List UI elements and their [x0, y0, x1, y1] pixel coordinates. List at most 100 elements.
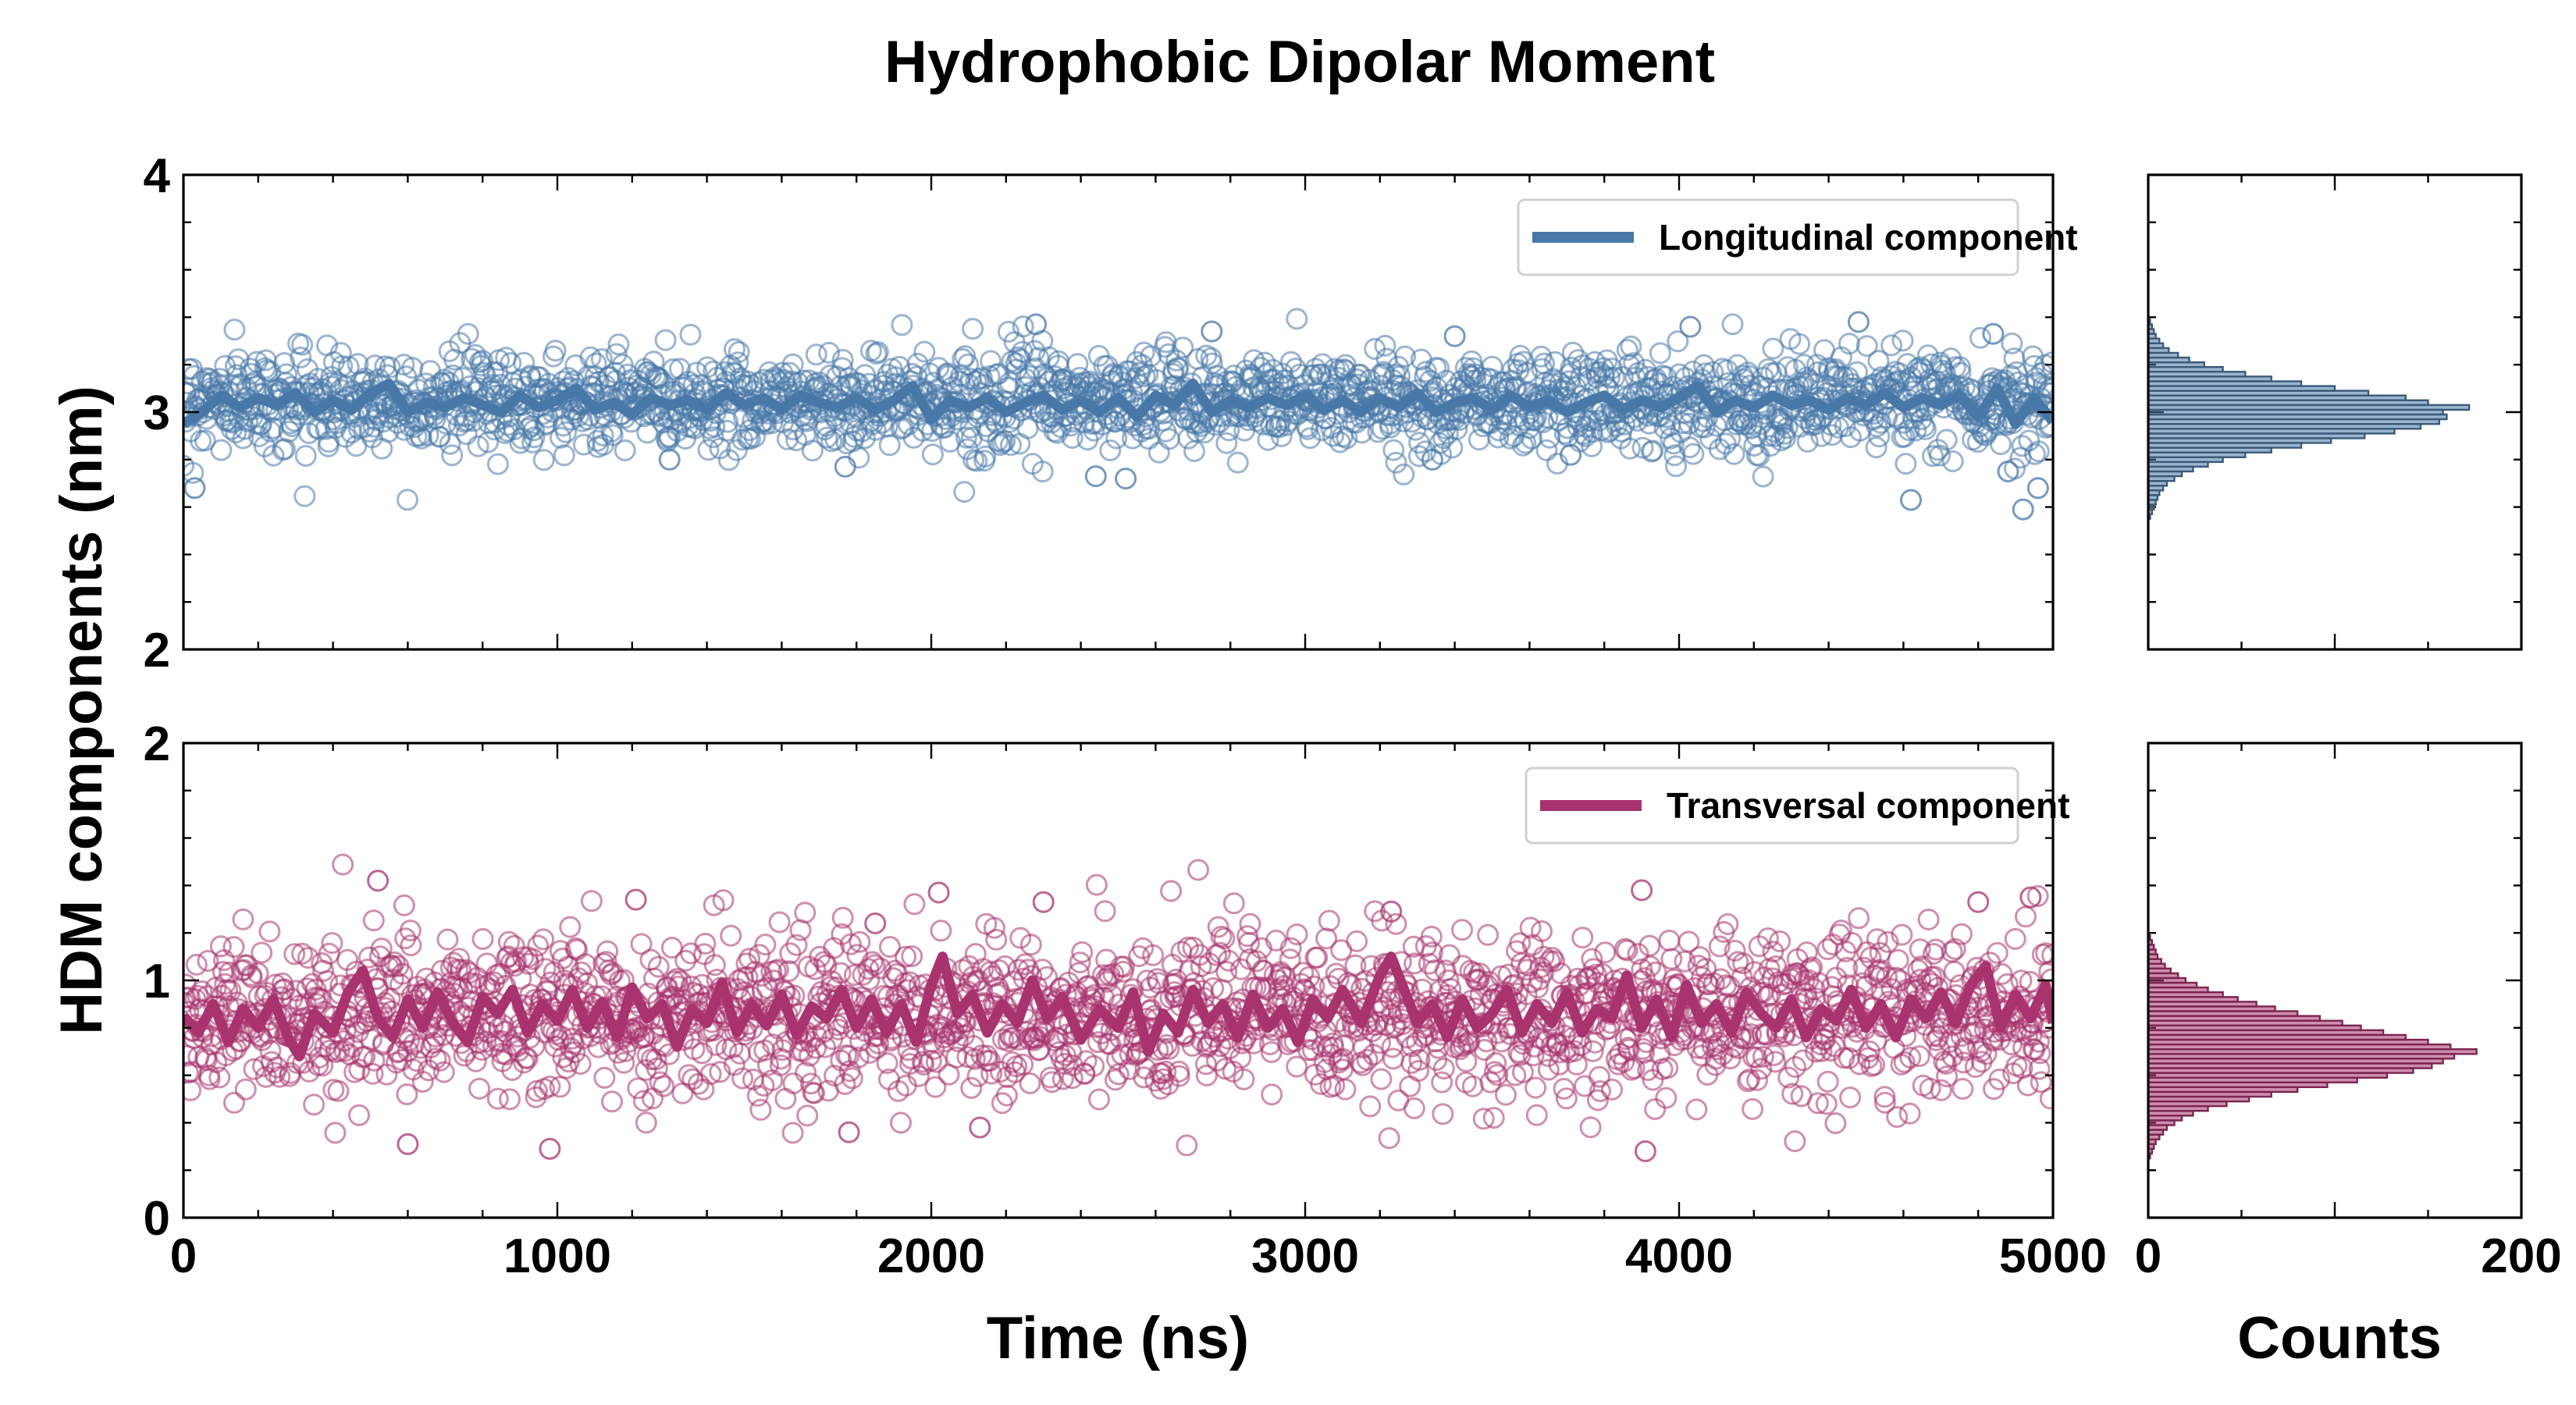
x-axis-label: Time (ns) [987, 1305, 1249, 1371]
data-point [2030, 1071, 2052, 1094]
data-point [1258, 1033, 1281, 1055]
outlier-point [1421, 448, 1443, 471]
data-point [1693, 416, 1716, 439]
data-point [1895, 453, 1917, 475]
data-point [1795, 941, 1818, 964]
data-point [1579, 1116, 1602, 1139]
legend-box [1525, 767, 2019, 845]
legend: Transversal component [1525, 767, 2069, 845]
data-point [1439, 977, 1462, 1000]
data-point [1242, 1032, 1265, 1055]
data-point [847, 1046, 870, 1069]
data-point [1066, 353, 1089, 375]
data-point [1525, 1104, 1548, 1126]
data-point [219, 980, 242, 1001]
x-tick-label: 1000 [503, 1229, 611, 1283]
data-point [486, 1087, 509, 1110]
y-tick-label: 3 [144, 386, 170, 440]
data-point [1868, 966, 1890, 989]
data-point [1949, 356, 1972, 379]
x-tick-label: 0 [170, 1229, 197, 1283]
data-point [1215, 961, 1238, 983]
data-point [1601, 1078, 1623, 1101]
outlier-point [1443, 325, 1466, 347]
data-point [613, 1051, 635, 1074]
data-point [1408, 1048, 1431, 1071]
data-point [777, 960, 800, 983]
data-point [1756, 927, 1779, 950]
data-point [1923, 966, 1946, 988]
data-point [1233, 1068, 1255, 1090]
data-point [1887, 948, 1909, 971]
data-point [1061, 427, 1083, 449]
data-point [907, 1065, 930, 1087]
data-point [703, 415, 726, 438]
data-point [834, 1072, 856, 1095]
data-point [1633, 1041, 1655, 1064]
data-point [1299, 427, 1322, 450]
plot-frame [182, 742, 2055, 1219]
data-point [1741, 413, 1763, 436]
data-point [1322, 373, 1345, 396]
data-point [236, 410, 258, 432]
data-point [1346, 930, 1368, 952]
data-point [1743, 435, 1766, 457]
outlier-point [1201, 320, 1223, 343]
data-point [291, 333, 314, 356]
data-point [1344, 954, 1367, 976]
transversal-panel: 0 1 2 Transversal component [144, 717, 2070, 1246]
data-point [1891, 923, 1913, 946]
outlier-point [1084, 465, 1107, 488]
data-point [985, 928, 1008, 951]
data-point [1437, 969, 1460, 991]
data-point [1742, 1097, 1764, 1120]
data-point [1310, 1072, 1332, 1095]
data-point [1160, 880, 1183, 902]
data-point [1986, 941, 2008, 964]
data-point [400, 934, 422, 957]
data-point [998, 372, 1021, 394]
data-point [991, 432, 1014, 454]
data-point [1803, 978, 1826, 1001]
data-point [1667, 330, 1689, 353]
data-point [1616, 939, 1638, 962]
data-point [2039, 1087, 2053, 1110]
data-point [966, 1065, 989, 1087]
data-point [839, 933, 862, 955]
outlier-point [2019, 886, 2042, 909]
data-point [544, 340, 567, 362]
data-point [1867, 350, 1890, 372]
data-point [1649, 342, 1671, 365]
data-point [1158, 1037, 1180, 1060]
data-point [291, 942, 313, 965]
data-point [1511, 1061, 1534, 1083]
data-point [1908, 1045, 1930, 1068]
data-point [1922, 445, 1944, 468]
data-point [720, 924, 742, 947]
data-point [379, 356, 401, 379]
data-point [471, 350, 493, 372]
data-point [518, 952, 540, 975]
data-point [1322, 425, 1344, 447]
outlier-point [367, 870, 390, 892]
data-point [324, 1122, 347, 1144]
data-point [1764, 1051, 1787, 1073]
plot-frame [182, 173, 2055, 651]
data-point [1356, 1048, 1379, 1071]
data-point [555, 421, 577, 443]
data-point [232, 427, 254, 450]
data-point [1737, 1070, 1759, 1093]
data-point [1848, 419, 1871, 442]
data-point [1824, 1112, 1847, 1134]
data-point [1816, 938, 1839, 961]
data-point [1909, 938, 1931, 961]
data-point [924, 1076, 947, 1098]
outlier-point [1115, 468, 1137, 490]
data-point [1708, 935, 1731, 958]
data-point [955, 426, 977, 449]
data-point [694, 933, 717, 955]
data-point [1286, 1055, 1308, 1078]
data-point [947, 1030, 970, 1052]
data-point [1682, 443, 1705, 465]
data-point [712, 889, 735, 912]
